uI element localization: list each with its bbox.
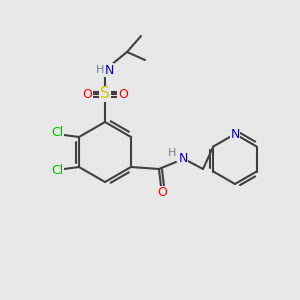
Text: N: N — [178, 152, 188, 166]
Text: O: O — [82, 88, 92, 100]
Text: H: H — [96, 65, 104, 75]
Text: N: N — [104, 64, 114, 76]
Text: Cl: Cl — [51, 127, 63, 140]
Text: H: H — [168, 148, 176, 158]
Text: O: O — [118, 88, 128, 100]
Text: N: N — [230, 128, 240, 140]
Text: Cl: Cl — [51, 164, 63, 178]
Text: S: S — [100, 86, 110, 101]
Text: O: O — [157, 187, 167, 200]
